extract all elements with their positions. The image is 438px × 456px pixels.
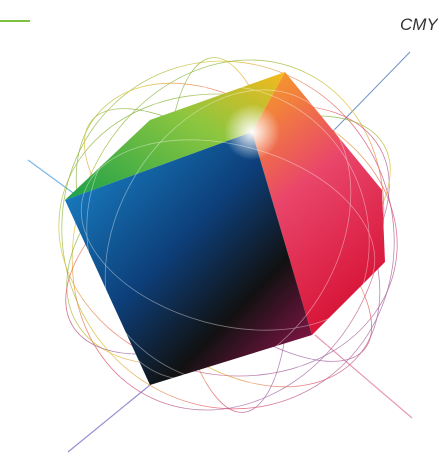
cube-face: [65, 132, 312, 385]
white-point: [224, 104, 280, 160]
cube-face: [252, 72, 385, 335]
cmy-label: CMY: [400, 15, 438, 34]
color-cube: [65, 72, 385, 385]
cube-face: [65, 72, 285, 200]
axis-line: [67, 384, 151, 453]
inner-wireframe: [80, 85, 376, 385]
axis-line: [27, 159, 81, 199]
